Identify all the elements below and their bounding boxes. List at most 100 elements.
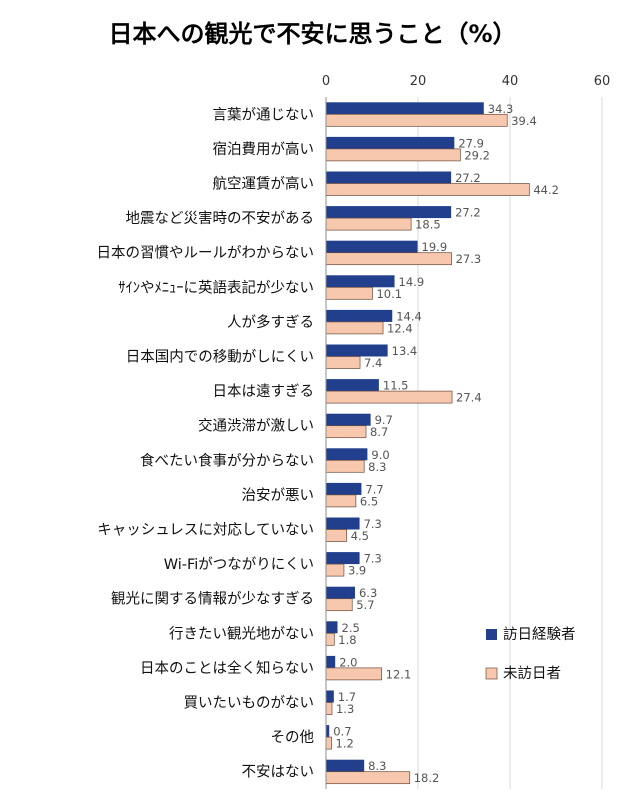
category-label: ｻｲﾝやﾒﾆｭｰに英語表記が少ない — [118, 278, 314, 296]
category-label: 食べたい食事が分からない — [140, 452, 314, 469]
data-label: 27.2 — [455, 206, 481, 220]
x-tick-label: 60 — [594, 74, 611, 89]
bar-not-visited — [325, 598, 353, 612]
bar-visited — [326, 448, 368, 461]
category-label: 宿泊費用が高い — [213, 141, 315, 158]
legend-swatch-not-visited — [485, 667, 498, 680]
data-label: 27.3 — [456, 252, 482, 266]
data-label: 1.2 — [336, 737, 354, 751]
bar-not-visited — [325, 494, 357, 508]
data-label: 13.4 — [392, 344, 418, 358]
bar-visited — [326, 552, 360, 565]
category-label: 言葉が通じない — [213, 106, 315, 123]
data-label: 18.5 — [415, 218, 441, 232]
data-label: 8.7 — [370, 425, 388, 439]
bar-not-visited — [325, 736, 332, 750]
bar-not-visited — [325, 667, 383, 681]
data-label: 8.3 — [368, 759, 386, 773]
data-label: 6.3 — [359, 586, 377, 600]
category-label: 観光に関する情報が少なすぎる — [111, 591, 314, 608]
data-label: 6.5 — [360, 494, 378, 508]
data-label: 12.1 — [386, 667, 412, 681]
data-label: 1.3 — [336, 702, 354, 716]
data-label: 3.9 — [348, 564, 366, 578]
data-label: 34.3 — [488, 102, 514, 116]
x-tick-label: 40 — [502, 74, 519, 89]
bar-visited — [326, 275, 395, 288]
bar-visited — [326, 240, 418, 253]
bar-visited — [326, 309, 393, 322]
category-label: キャッシュレスに対応していない — [97, 522, 314, 539]
data-label: 5.7 — [356, 598, 374, 612]
category-label: Wi-Fiがつながりにくい — [164, 556, 314, 573]
data-label: 14.9 — [399, 275, 425, 289]
data-label: 7.3 — [364, 552, 382, 566]
x-tick-label: 20 — [410, 74, 427, 89]
data-label: 4.5 — [351, 529, 369, 543]
bar-not-visited — [325, 529, 348, 542]
bar-not-visited — [325, 425, 367, 439]
data-label: 9.0 — [371, 448, 389, 462]
legend-label-visited: 訪日経験者 — [503, 626, 576, 643]
category-label: 人が多すぎる — [227, 314, 314, 331]
bar-visited — [326, 206, 452, 219]
bar-not-visited — [325, 252, 452, 266]
data-label: 29.2 — [464, 148, 490, 162]
bar-visited — [326, 413, 371, 426]
bar-not-visited — [325, 217, 412, 231]
data-label: 44.2 — [533, 183, 559, 197]
data-label: 14.4 — [396, 309, 422, 323]
category-label: 買いたいものがない — [184, 695, 315, 712]
x-tick-label: 0 — [322, 74, 330, 89]
data-label: 2.5 — [342, 621, 360, 635]
bar-not-visited — [325, 563, 345, 577]
bar-visited — [326, 136, 455, 149]
bar-visited — [326, 725, 330, 738]
bar-visited — [326, 655, 336, 668]
category-label: 日本のことは全く知らない — [140, 659, 314, 677]
bar-not-visited — [325, 183, 530, 196]
bar-visited — [326, 759, 365, 772]
bar-visited — [326, 102, 484, 115]
bar-not-visited — [325, 356, 361, 369]
data-label: 8.3 — [368, 460, 386, 474]
legend-label-not-visited: 未訪日者 — [503, 665, 561, 682]
bar-not-visited — [325, 632, 335, 646]
chart-title: 日本への観光で不安に思うこと（%） — [108, 20, 517, 48]
bar-not-visited — [325, 113, 508, 127]
data-label: 1.8 — [338, 633, 356, 647]
category-label: 日本の習慣やルールがわからない — [97, 244, 315, 262]
category-label: その他 — [271, 729, 315, 746]
category-label: 治安が悪い — [242, 487, 315, 504]
category-label: 日本国内での移動がしにくい — [126, 349, 314, 366]
data-label: 9.7 — [375, 413, 393, 427]
category-label: 交通渋滞が激しい — [198, 417, 314, 435]
data-label: 7.7 — [365, 482, 383, 496]
bar-visited — [326, 621, 338, 634]
data-label: 2.0 — [339, 655, 357, 669]
bar-visited — [326, 586, 355, 599]
data-label: 11.5 — [383, 379, 409, 393]
bar-not-visited — [325, 702, 333, 715]
data-label: 27.2 — [455, 171, 481, 185]
data-label: 27.4 — [456, 391, 482, 405]
bar-not-visited — [325, 148, 461, 162]
bar-visited — [326, 690, 334, 703]
category-label: 航空運賃が高い — [213, 176, 315, 193]
bar-not-visited — [325, 390, 453, 404]
category-label: 地震など災害時の不安がある — [126, 210, 315, 227]
data-label: 0.7 — [333, 725, 351, 739]
data-label: 39.4 — [511, 114, 537, 128]
data-label: 19.9 — [422, 240, 448, 254]
bar-visited — [326, 379, 379, 392]
bar-not-visited — [325, 459, 365, 473]
category-label: 日本は遠すぎる — [213, 383, 315, 400]
bar-not-visited — [325, 286, 373, 300]
data-label: 12.4 — [387, 321, 413, 335]
data-label: 18.2 — [414, 771, 440, 785]
bar-not-visited — [325, 321, 384, 335]
legend-swatch-visited — [486, 629, 497, 640]
data-label: 10.1 — [376, 287, 402, 301]
data-label: 7.4 — [364, 356, 382, 370]
